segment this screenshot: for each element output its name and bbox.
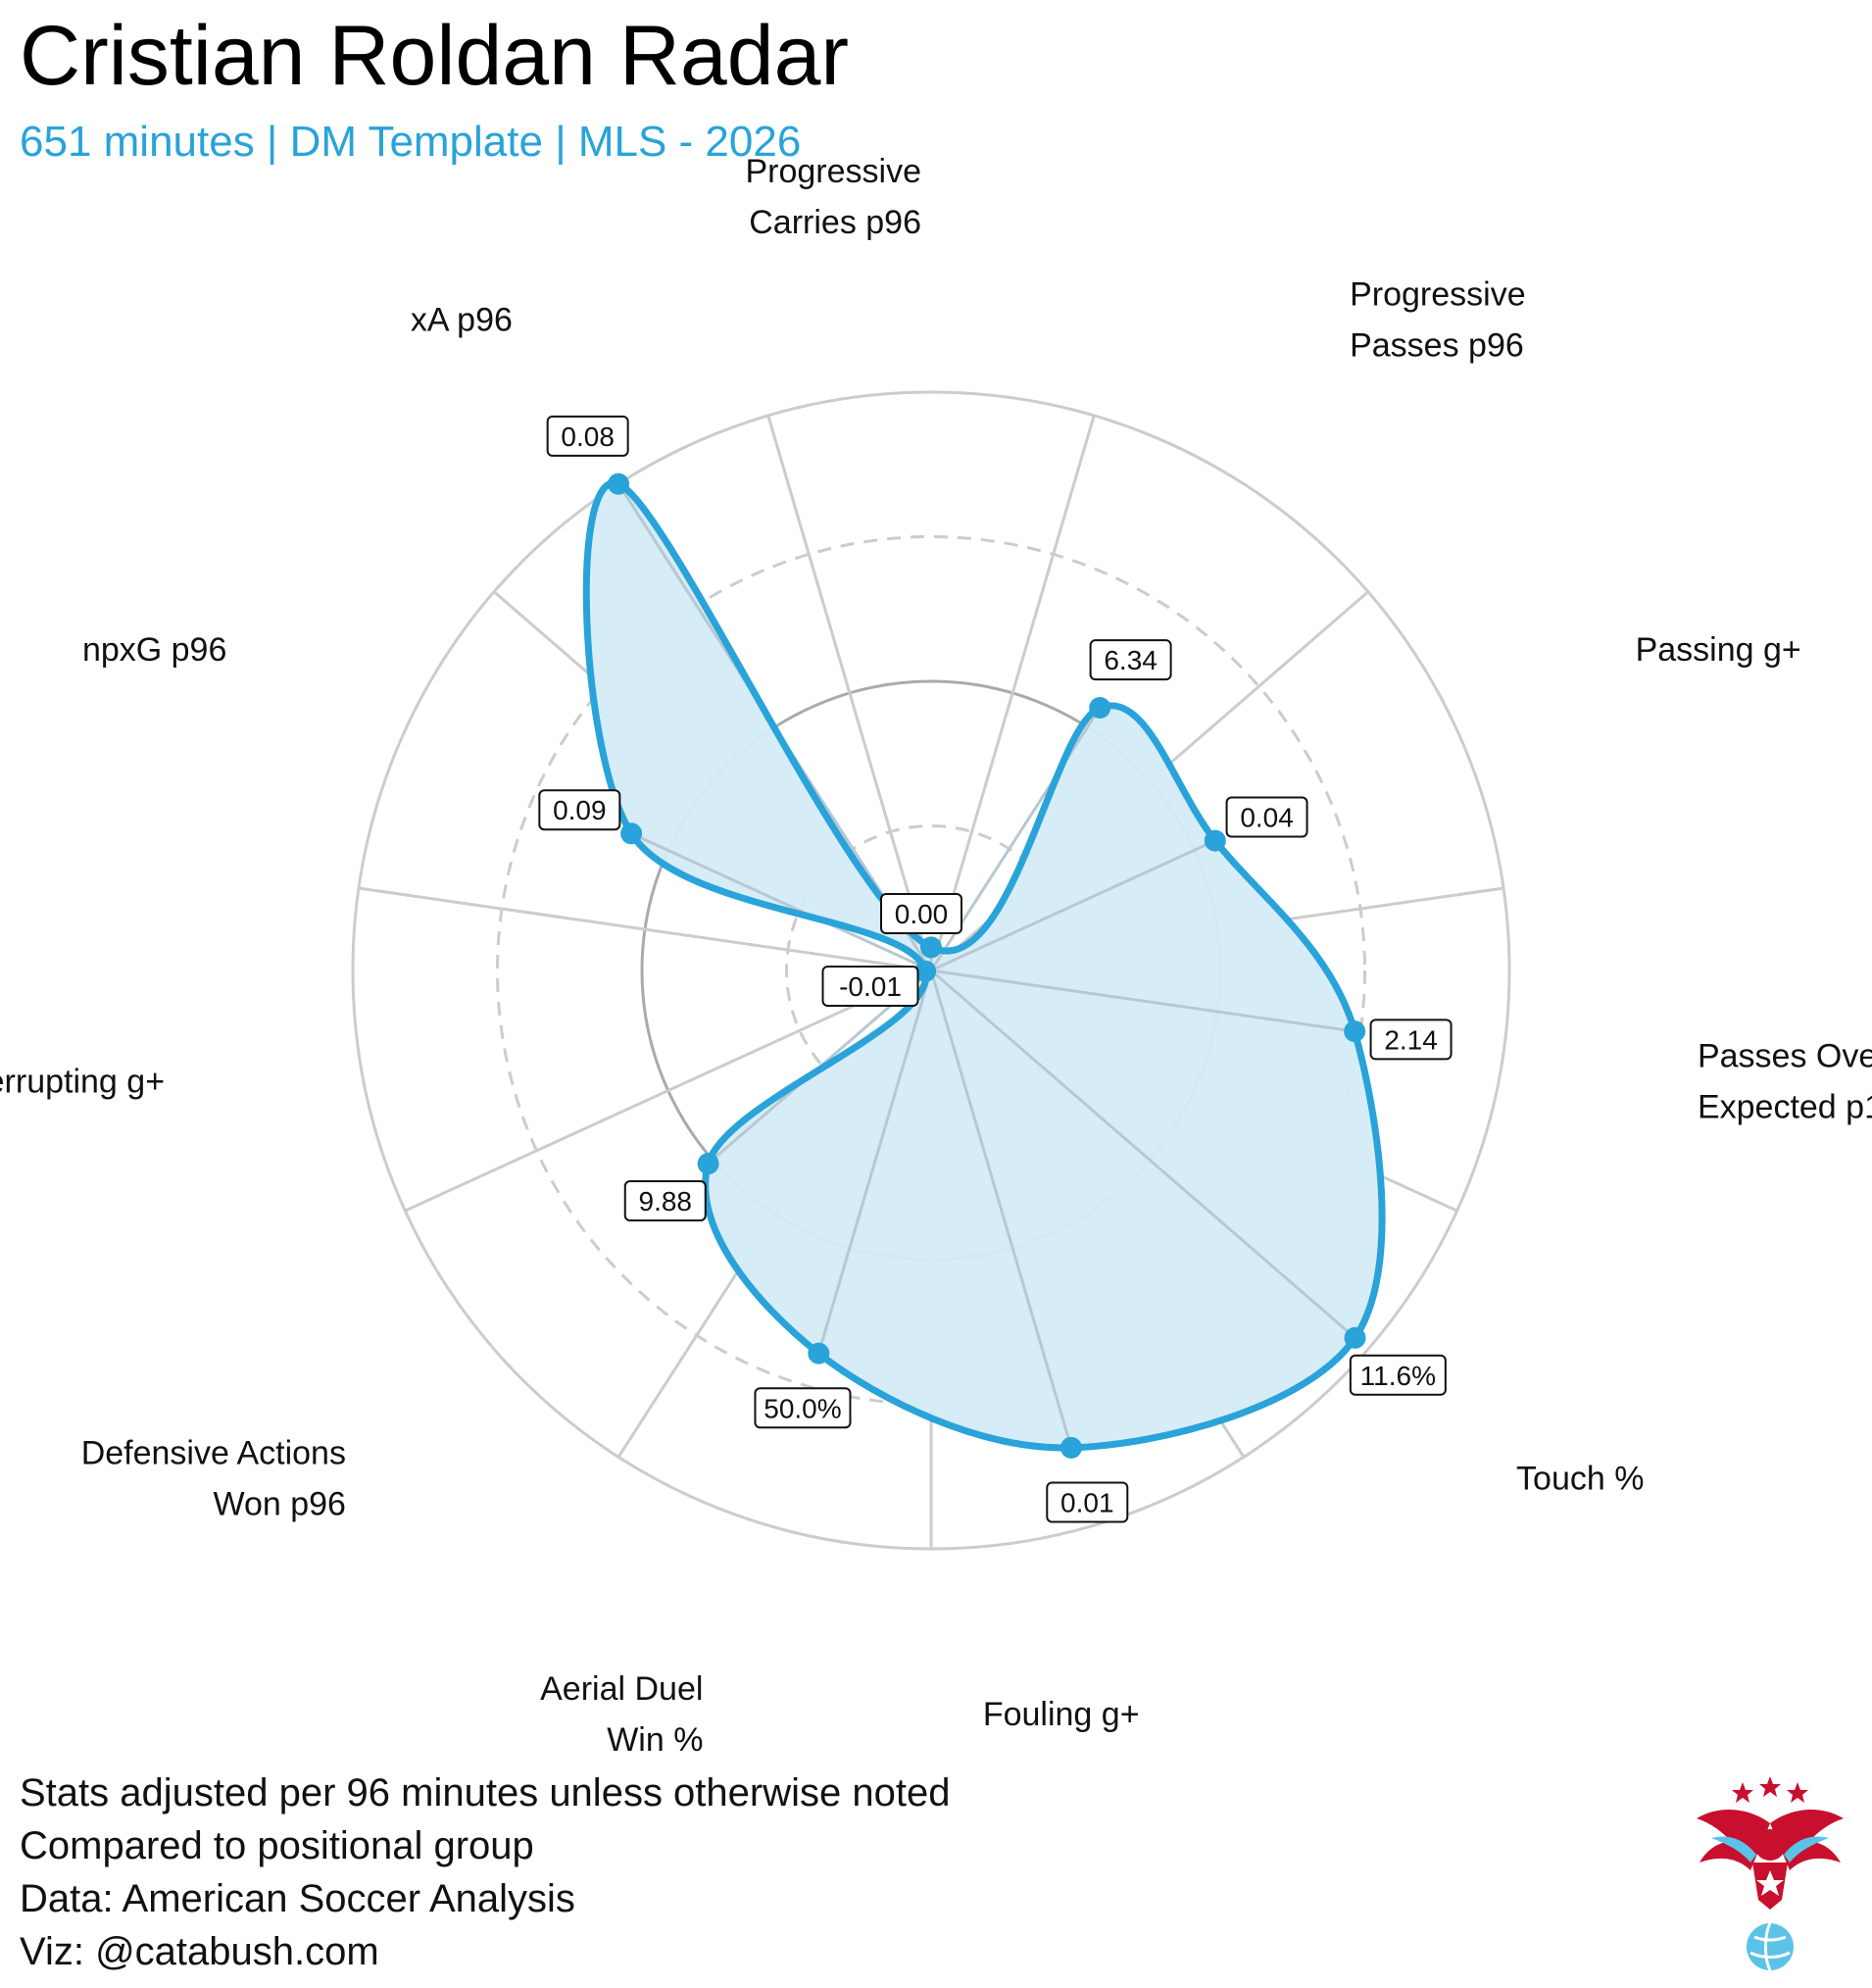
value-label: 9.88 bbox=[639, 1186, 693, 1217]
data-spoke bbox=[630, 831, 932, 972]
eagle-soccer-ball-logo bbox=[1697, 1776, 1844, 1971]
data-point bbox=[920, 936, 942, 959]
axis-label-line: Passing g+ bbox=[1636, 631, 1801, 669]
axis-label-line: npxG p96 bbox=[82, 631, 226, 669]
value-label: 0.04 bbox=[1240, 803, 1294, 833]
grid-spoke bbox=[358, 886, 932, 972]
axis-label-line: Carries p96 bbox=[749, 204, 921, 241]
axis-label-line: Aerial Duel bbox=[540, 1670, 703, 1708]
value-label-box bbox=[546, 415, 629, 457]
axis-label-line: Win % bbox=[607, 1721, 703, 1755]
axis-label: Fouling g+ bbox=[983, 1696, 1140, 1733]
axis-label-line: Expected p100 bbox=[1698, 1088, 1872, 1125]
axis-label-line: Won p96 bbox=[213, 1485, 345, 1522]
value-label-box bbox=[1369, 1019, 1453, 1061]
grid-ring bbox=[496, 535, 1366, 1406]
axis-label: Interrupting g+ bbox=[0, 1063, 165, 1100]
axis-label: Progressive Passes p96 bbox=[1350, 275, 1526, 364]
axis-label-line: Passes p96 bbox=[1350, 326, 1524, 364]
footer-line: Data: American Soccer Analysis bbox=[20, 1877, 575, 1920]
value-label: -0.01 bbox=[839, 971, 902, 1002]
page-title: Cristian Roldan Radar bbox=[20, 9, 850, 103]
data-point bbox=[1204, 829, 1226, 852]
axis-label: npxG p96 bbox=[82, 631, 226, 669]
axis-label-line: Passes Over bbox=[1698, 1037, 1872, 1074]
grid-spoke bbox=[404, 969, 932, 1213]
value-label-box bbox=[1089, 639, 1172, 681]
axis-label: Aerial Duel Win % bbox=[540, 1670, 703, 1755]
data-spoke bbox=[929, 969, 1073, 1449]
axis-label: Passing g+ bbox=[1636, 631, 1801, 669]
value-label-box bbox=[821, 966, 919, 1007]
page-subtitle: 651 minutes | DM Template | MLS - 2026 bbox=[20, 118, 802, 166]
value-label-box bbox=[623, 1180, 707, 1222]
grid-spoke bbox=[929, 415, 1096, 971]
data-point bbox=[1344, 1020, 1366, 1043]
value-label-box bbox=[880, 893, 962, 934]
axis-label-line: Progressive bbox=[1350, 275, 1526, 313]
value-label-box bbox=[538, 789, 621, 831]
axis-label-line: Interrupting g+ bbox=[0, 1063, 165, 1100]
data-point bbox=[914, 960, 937, 982]
axis-label-line: Fouling g+ bbox=[983, 1696, 1140, 1733]
footer-line: Stats adjusted per 96 minutes unless oth… bbox=[20, 1771, 951, 1814]
data-point bbox=[608, 472, 630, 495]
value-label-box bbox=[754, 1387, 852, 1429]
value-label: 0.01 bbox=[1060, 1487, 1114, 1517]
axis-label: Progressive Carries p96 bbox=[745, 153, 921, 241]
footer-line: Viz: @catabush.com bbox=[20, 1930, 379, 1973]
data-point bbox=[620, 822, 643, 845]
value-label: 0.08 bbox=[561, 422, 615, 452]
grid-spoke bbox=[766, 415, 933, 971]
radar-area bbox=[586, 482, 1383, 1448]
value-label: 0.09 bbox=[553, 795, 607, 825]
axis-label-line: Defensive Actions bbox=[81, 1434, 346, 1471]
data-point bbox=[808, 1342, 830, 1365]
data-spoke bbox=[930, 839, 1216, 972]
data-point bbox=[1344, 1326, 1366, 1349]
value-label-box bbox=[1046, 1481, 1129, 1523]
value-label: 50.0% bbox=[764, 1393, 841, 1423]
data-point bbox=[1089, 696, 1111, 719]
value-label: 0.00 bbox=[895, 899, 949, 929]
value-label: 11.6% bbox=[1360, 1361, 1436, 1391]
axis-label-line: xA p96 bbox=[411, 301, 513, 338]
value-label: 6.34 bbox=[1104, 645, 1158, 675]
value-label-box bbox=[1349, 1354, 1447, 1396]
value-label-box bbox=[1225, 796, 1308, 838]
axis-label-line: Touch % bbox=[1516, 1460, 1644, 1497]
axis-label: Touch % bbox=[1516, 1460, 1644, 1497]
data-point bbox=[697, 1153, 719, 1175]
data-spoke bbox=[816, 969, 933, 1355]
data-point bbox=[1059, 1436, 1082, 1459]
footer-line: Compared to positional group bbox=[20, 1824, 534, 1867]
axis-label: xA p96 bbox=[411, 301, 513, 338]
footer-notes: Stats adjusted per 96 minutes unless oth… bbox=[20, 1766, 950, 1978]
data-spoke bbox=[930, 969, 1355, 1033]
data-spoke bbox=[930, 969, 1356, 1339]
axis-label: Passes Over Expected p100 bbox=[1698, 1037, 1872, 1125]
value-label: 2.14 bbox=[1384, 1024, 1438, 1055]
axis-label: Defensive Actions Won p96 bbox=[81, 1434, 346, 1522]
radar-chart: 0.00 6.34 0.04 2.14 11.6% 0.01 50.0% 9.88 -0.01 0… bbox=[0, 153, 1872, 1755]
axis-label-line: Progressive bbox=[745, 153, 921, 190]
